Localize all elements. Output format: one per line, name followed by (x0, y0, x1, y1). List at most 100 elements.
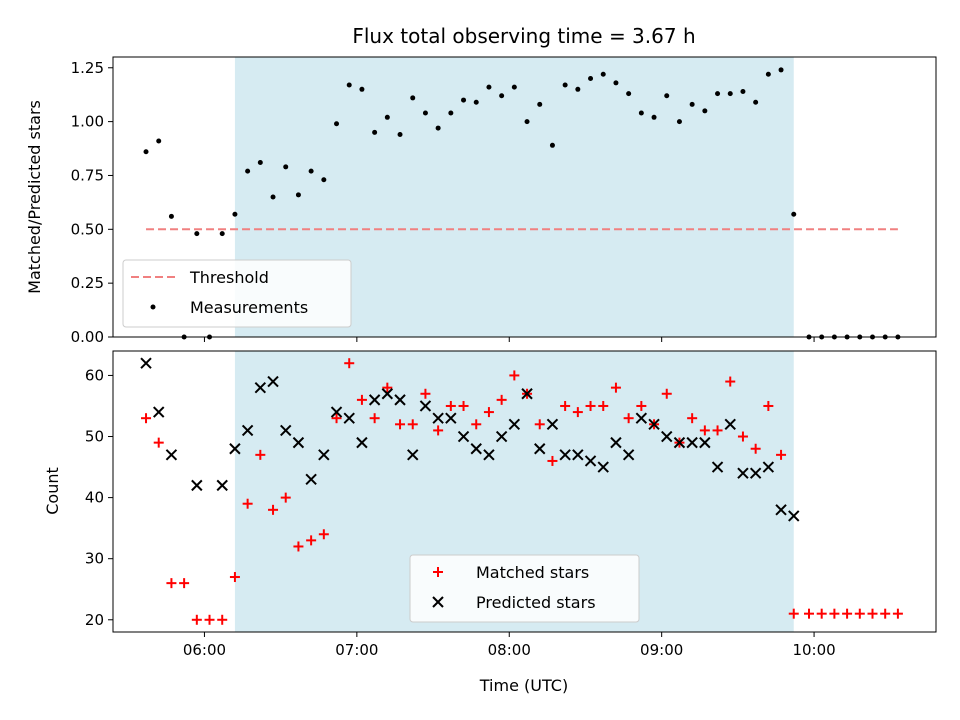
matched-stars-point (880, 608, 891, 619)
legend-threshold-label: Threshold (189, 268, 269, 287)
matched-stars-point (483, 407, 494, 418)
matched-stars-point (854, 608, 865, 619)
matched-stars-point (776, 449, 787, 460)
matched-stars-point (141, 413, 152, 424)
measurement-point (295, 192, 301, 198)
predicted-stars-point (229, 443, 241, 455)
matched-stars-point (687, 413, 698, 424)
measurement-point (410, 95, 416, 101)
predicted-stars-point (749, 467, 762, 479)
y-ticks-top: 0.00 0.25 0.50 0.75 1.00 1.25 (71, 59, 113, 346)
measurement-point (270, 194, 276, 200)
measurement-point (588, 76, 594, 82)
measurement-point (499, 93, 505, 99)
predicted-stars-point (673, 436, 686, 449)
measurement-point (219, 231, 225, 237)
y-tick-label: 50 (85, 428, 104, 446)
matched-stars-point (153, 437, 164, 448)
predicted-stars-point (292, 436, 305, 449)
y-tick-label: 0.75 (71, 166, 104, 184)
predicted-stars-point (762, 461, 775, 473)
measurement-point (156, 138, 162, 144)
matched-stars-point (331, 413, 342, 424)
matched-stars-point (750, 443, 761, 454)
matched-stars-point (737, 431, 748, 442)
matched-stars-point (344, 358, 355, 369)
matched-stars-point (867, 608, 878, 619)
measurement-point (562, 82, 568, 88)
matched-stars-point (892, 608, 903, 619)
measurement-point (448, 110, 454, 116)
predicted-stars-point (788, 510, 800, 522)
legend-box-bottom (409, 554, 640, 623)
measurement-point (778, 67, 784, 73)
matched-stars-point (255, 449, 266, 460)
measurement-point (740, 88, 746, 94)
measurement-point (346, 82, 352, 88)
matched-stars-point (598, 400, 609, 411)
matched-stars-point (725, 376, 736, 387)
measurement-point (791, 211, 797, 217)
predicted-stars-point (407, 449, 419, 461)
predicted-stars-point (495, 430, 508, 443)
legend-predicted-swatch (432, 596, 444, 608)
legend-bottom: Matched stars Predicted stars (409, 554, 640, 623)
predicted-stars-point (241, 424, 254, 437)
measurement-point (575, 86, 581, 92)
measurement-point (537, 101, 543, 107)
x-tick-label: 08:00 (488, 641, 531, 659)
predicted-stars-point (597, 461, 609, 473)
matched-stars-point (280, 492, 291, 503)
measurement-point (524, 119, 530, 125)
measurement-point (715, 91, 721, 97)
x-tick-label: 07:00 (335, 641, 378, 659)
matched-stars-point (842, 608, 853, 619)
matched-stars-point (166, 578, 177, 589)
predicted-stars-point (775, 504, 787, 516)
matched-stars-point (318, 529, 329, 540)
predicted-stars-point (546, 418, 559, 431)
matched-stars-point (382, 382, 393, 393)
measurement-point (308, 168, 314, 174)
matched-stars-point (420, 388, 431, 399)
measurement-point (651, 114, 657, 120)
predicted-stars-point (635, 412, 648, 424)
predicted-stars-point (267, 375, 279, 388)
matched-stars-point (699, 425, 710, 436)
measurement-point (232, 211, 238, 217)
plot-frame-top (112, 56, 937, 338)
matched-stars-point (585, 400, 596, 411)
measurement-point (600, 71, 606, 77)
matched-stars-point (179, 578, 190, 589)
predicted-stars-point (368, 394, 381, 406)
measurement-point (384, 114, 390, 120)
measurement-point (168, 213, 174, 219)
predicted-stars-point (445, 412, 457, 424)
predicted-stars-point (343, 412, 355, 424)
matched-stars-point (560, 400, 571, 411)
predicted-stars-point (254, 381, 267, 394)
predicted-stars-point (432, 412, 444, 424)
predicted-stars-point (699, 436, 711, 449)
matched-stars-point (217, 614, 228, 625)
predicted-stars-point (165, 449, 178, 461)
predicted-stars-point (356, 436, 368, 449)
matched-stars-point (395, 419, 406, 430)
matched-stars-point (788, 608, 799, 619)
panel-count: 20 30 40 50 60 06:00 07:00 08:00 09:00 10:00 Cou… (43, 350, 937, 695)
measurement-point (473, 99, 479, 105)
y-tick-label: 30 (85, 550, 104, 568)
predicted-stars-point (318, 449, 330, 461)
matched-stars-point (816, 608, 827, 619)
measurement-point (422, 110, 428, 116)
measurement-point (435, 125, 441, 131)
predicted-stars-point (559, 449, 571, 461)
measurement-point (245, 168, 251, 174)
measurement-point (638, 110, 644, 116)
measurement-point (321, 177, 327, 183)
predicted-stars-point (661, 430, 673, 443)
predicted-stars-point (330, 406, 343, 418)
y-tick-label: 60 (85, 366, 104, 384)
measurement-point (626, 91, 632, 97)
matched-stars-point (547, 455, 558, 466)
